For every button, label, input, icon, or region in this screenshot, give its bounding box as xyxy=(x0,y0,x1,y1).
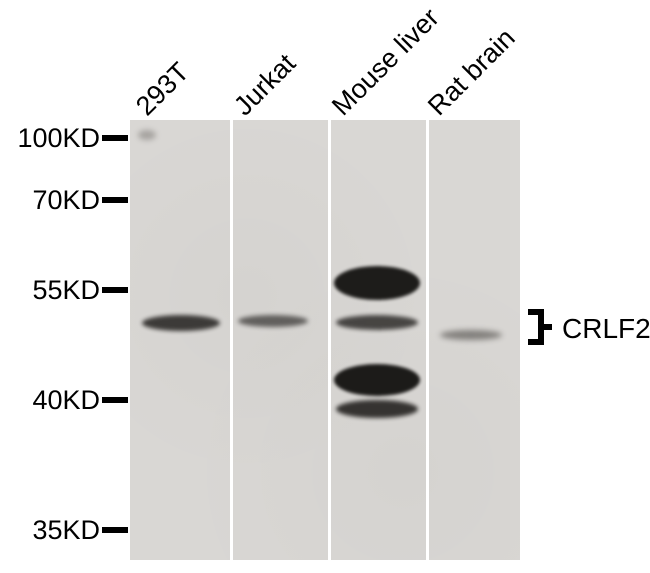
mw-marker-tick xyxy=(102,135,128,141)
mw-marker-tick xyxy=(102,197,128,203)
mw-marker-tick xyxy=(102,287,128,293)
lane-divider xyxy=(426,120,429,560)
mw-marker-label: 100KD xyxy=(17,123,100,154)
lane-divider xyxy=(328,120,331,560)
lane-label: Jurkat xyxy=(228,48,302,122)
lane-label: 293T xyxy=(130,57,195,122)
mw-marker-label: 40KD xyxy=(32,385,100,416)
protein-band xyxy=(334,266,420,300)
protein-band xyxy=(138,130,156,140)
protein-band xyxy=(440,330,502,340)
target-protein-label: CRLF2 xyxy=(562,313,650,345)
lane-label: Rat brain xyxy=(422,23,521,122)
mw-marker-label: 35KD xyxy=(32,515,100,546)
protein-band xyxy=(336,315,418,330)
mw-marker-label: 70KD xyxy=(32,185,100,216)
protein-band xyxy=(142,315,220,331)
mw-marker-tick xyxy=(102,397,128,403)
mw-marker-label: 55KD xyxy=(32,275,100,306)
western-blot-membrane xyxy=(130,120,520,560)
lane-divider xyxy=(230,120,233,560)
protein-band xyxy=(336,400,418,418)
protein-band xyxy=(238,315,308,327)
target-bracket-line xyxy=(544,324,552,330)
mw-marker-tick xyxy=(102,527,128,533)
protein-band xyxy=(334,364,420,396)
